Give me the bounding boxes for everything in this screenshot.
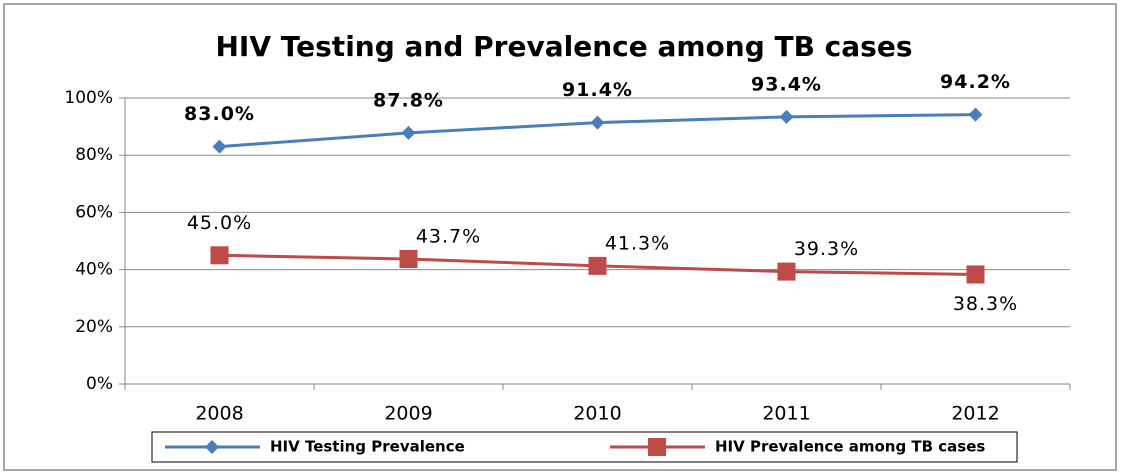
data-label: 87.8% bbox=[373, 89, 444, 111]
y-tick-label: 80% bbox=[75, 145, 113, 165]
data-point bbox=[399, 250, 418, 269]
y-tick-label: 60% bbox=[75, 202, 113, 222]
data-point bbox=[212, 139, 227, 154]
x-tick-label: 2008 bbox=[195, 403, 243, 425]
data-point bbox=[588, 256, 607, 275]
data-label: 83.0% bbox=[184, 103, 255, 125]
data-point bbox=[779, 109, 794, 124]
data-point bbox=[777, 262, 796, 281]
data-label: 38.3% bbox=[953, 293, 1018, 315]
x-tick-label: 2010 bbox=[573, 403, 621, 425]
x-tick-label: 2012 bbox=[951, 403, 999, 425]
data-label: 93.4% bbox=[751, 73, 822, 95]
y-tick-label: 100% bbox=[64, 88, 113, 108]
data-label: 41.3% bbox=[605, 232, 670, 254]
data-point bbox=[966, 265, 985, 284]
data-label: 91.4% bbox=[562, 79, 633, 101]
data-point bbox=[590, 115, 605, 130]
x-tick-label: 2011 bbox=[762, 403, 810, 425]
legend-label: HIV Testing Prevalence bbox=[270, 438, 465, 456]
data-label: 39.3% bbox=[794, 238, 859, 260]
data-label: 43.7% bbox=[416, 226, 481, 248]
data-point bbox=[210, 246, 229, 265]
legend-marker bbox=[205, 440, 219, 454]
y-tick-label: 40% bbox=[75, 260, 113, 280]
data-label: 45.0% bbox=[187, 212, 252, 234]
y-tick-label: 0% bbox=[86, 374, 113, 394]
chart-title: HIV Testing and Prevalence among TB case… bbox=[216, 30, 913, 63]
legend-label: HIV Prevalence among TB cases bbox=[715, 438, 985, 456]
data-point bbox=[968, 107, 983, 122]
x-tick-label: 2009 bbox=[384, 403, 432, 425]
chart-frame bbox=[3, 3, 1117, 471]
data-label: 94.2% bbox=[940, 71, 1011, 93]
legend-marker bbox=[648, 438, 666, 456]
y-tick-label: 20% bbox=[75, 317, 113, 337]
data-point bbox=[401, 125, 416, 140]
legend-box bbox=[151, 431, 1018, 463]
